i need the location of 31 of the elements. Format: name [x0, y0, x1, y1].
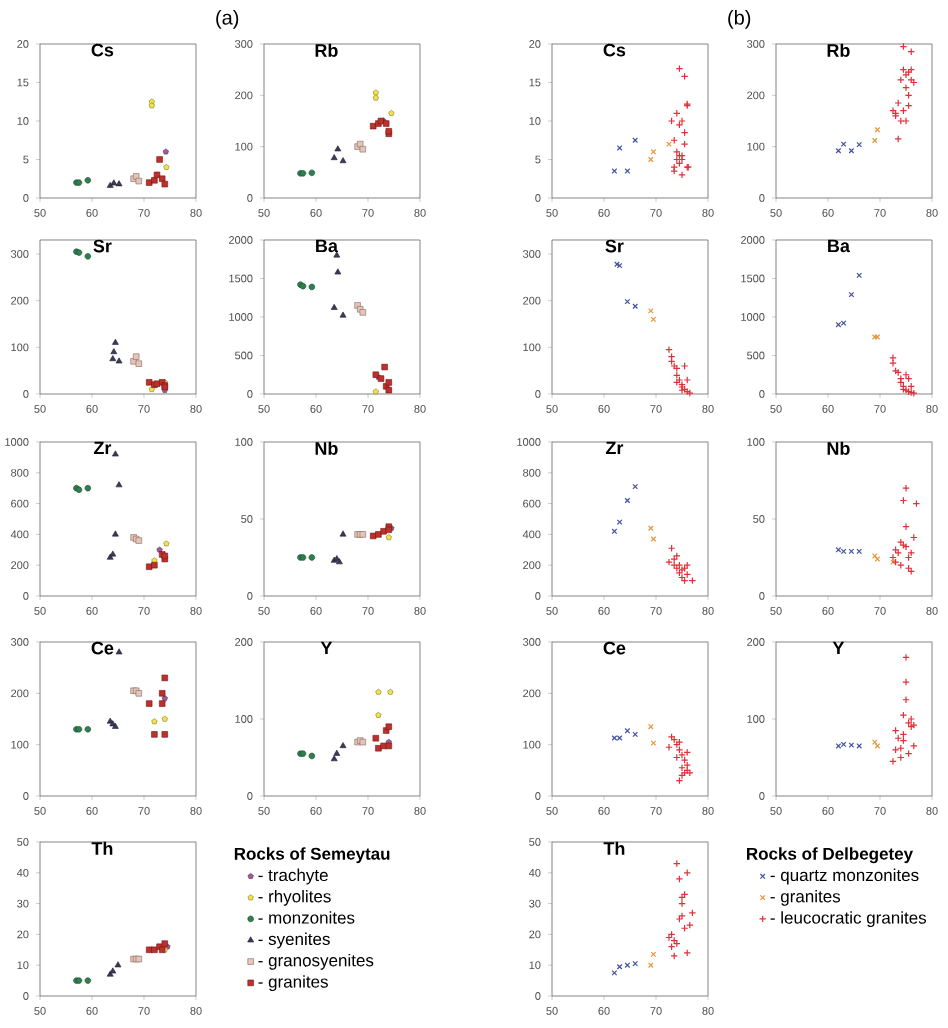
chart-title: Zr — [93, 441, 112, 455]
chart-title: Ce — [91, 641, 114, 655]
chart-title: Ba — [828, 239, 851, 253]
legend-label: - granosyenites — [258, 953, 374, 970]
chart-title: Sr — [93, 239, 112, 253]
text: (b) — [728, 10, 751, 29]
legend-title: Rocks of Semeytau — [234, 847, 390, 864]
chart-title: Zr — [605, 441, 624, 455]
chart-title: Y — [320, 641, 333, 655]
chart-title: Nb — [827, 441, 850, 455]
text: (a) — [216, 10, 239, 29]
chart-title: Th — [603, 841, 625, 855]
chart-title: Cs — [91, 43, 114, 57]
legend-label: - rhyolites — [258, 889, 331, 906]
chart-title: Rb — [827, 43, 850, 57]
legend-label: - leucocratic granites — [770, 911, 927, 928]
legend-label: - granites — [770, 889, 841, 906]
legend-label: - granites — [258, 975, 328, 992]
chart-title: Nb — [315, 441, 338, 455]
chart-title: Sr — [605, 239, 624, 253]
legend-title: Rocks of Delbegetey — [747, 847, 913, 864]
legend-label: - monzonites — [258, 911, 355, 924]
chart-title: Ce — [603, 641, 626, 655]
legend-label: - quartz monzonites — [770, 868, 919, 885]
chart-title: Ba — [316, 239, 339, 253]
legend-label: - trachyte — [258, 868, 328, 885]
chart-title: Y — [832, 641, 845, 655]
chart-title: Cs — [603, 43, 626, 57]
chart-title: Rb — [315, 43, 338, 57]
chart-title: Th — [91, 841, 113, 855]
legend-label: - syenites — [258, 932, 330, 949]
